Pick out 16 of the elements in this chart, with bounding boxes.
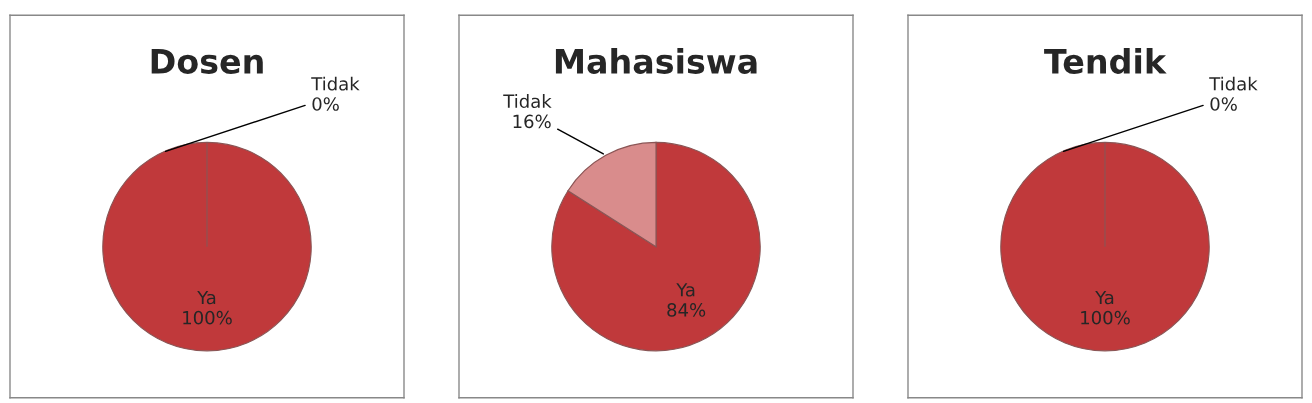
slice-label: Ya bbox=[197, 290, 216, 305]
data-label: 100% bbox=[1081, 310, 1130, 325]
text: 0% bbox=[312, 97, 339, 111]
slice-label: Ya bbox=[676, 283, 695, 297]
chart-title: Tendik bbox=[1044, 48, 1167, 74]
category-label: Tidak bbox=[1209, 76, 1258, 91]
slice-label: Ya bbox=[1095, 290, 1114, 305]
slice-label: Tidak bbox=[503, 94, 552, 109]
pie-slice bbox=[551, 141, 761, 352]
category-label: Tidak bbox=[311, 76, 360, 91]
chart-title: Dosen bbox=[151, 49, 263, 74]
chart-title: Mahasiswa bbox=[555, 48, 757, 74]
data-label: 100% bbox=[183, 310, 232, 325]
data-label: 84% bbox=[667, 303, 706, 317]
text: 0% bbox=[1210, 97, 1237, 111]
data-label: 16% bbox=[513, 114, 551, 129]
